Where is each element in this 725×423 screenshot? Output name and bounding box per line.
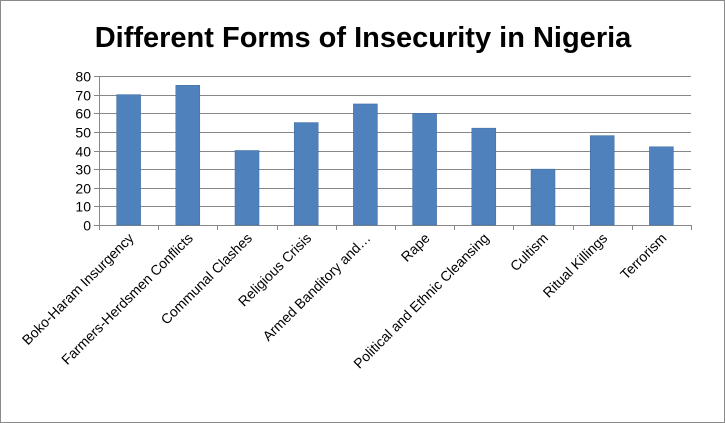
- bar-9: [589, 135, 615, 226]
- x-category-label: Boko-Haram Insurgency: [19, 230, 137, 348]
- y-tick-label: 20: [75, 181, 91, 197]
- x-category-label: Rape: [398, 230, 433, 265]
- bar-2: [175, 85, 201, 226]
- bar-3: [234, 150, 260, 226]
- x-category-label: Terrorism: [617, 230, 670, 283]
- chart-title: Different Forms of Insecurity in Nigeria: [95, 22, 632, 54]
- y-axis-tick-labels: 0 10 20 30 40 50 60 70 80: [75, 69, 91, 234]
- bar-4: [293, 122, 319, 226]
- y-tick-label: 60: [75, 106, 91, 122]
- x-category-label: Armed Banditory and…: [259, 230, 373, 344]
- bar-1: [116, 94, 141, 226]
- bars: [116, 85, 674, 226]
- y-tick-label: 80: [75, 69, 91, 85]
- y-tick-label: 30: [75, 162, 91, 178]
- bar-8: [530, 168, 556, 226]
- y-tick-label: 40: [75, 144, 91, 160]
- y-tick-label: 10: [75, 199, 91, 215]
- x-category-label: Cultism: [507, 230, 551, 274]
- y-tick-label: 0: [83, 218, 91, 234]
- bar-5: [353, 103, 378, 226]
- bar-7: [471, 127, 497, 226]
- axes: [94, 76, 692, 230]
- y-tick-label: 70: [75, 88, 91, 104]
- bar-6: [412, 113, 437, 226]
- y-tick-label: 50: [75, 125, 91, 141]
- bar-10: [649, 146, 674, 226]
